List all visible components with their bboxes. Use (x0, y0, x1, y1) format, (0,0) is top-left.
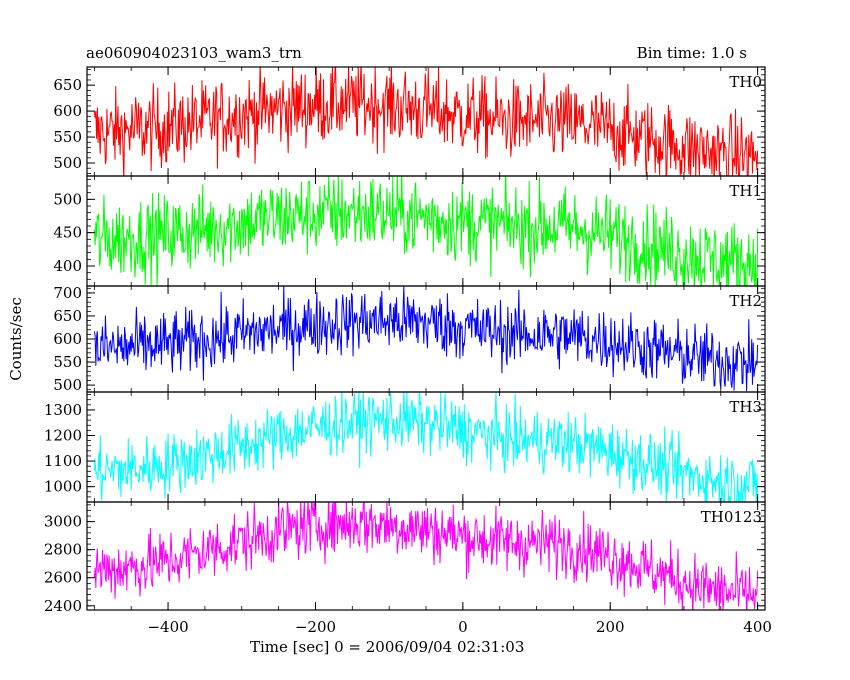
y-tick-label: 600 (53, 330, 82, 348)
series-th0 (93, 67, 759, 176)
y-tick-label: 400 (53, 257, 82, 275)
x-tick-label: 200 (596, 618, 625, 636)
y-tick-label: 1100 (44, 452, 82, 470)
x-tick-label: 0 (458, 618, 468, 636)
y-axis-label: Counts/sec (7, 297, 25, 381)
panel-label-th0123: TH0123 (701, 508, 762, 526)
x-tick-label: −200 (295, 618, 336, 636)
x-tick-label: −400 (147, 618, 188, 636)
y-tick-label: 500 (53, 376, 82, 394)
y-tick-label: 1200 (44, 426, 82, 444)
panel-frame-th3 (86, 391, 766, 503)
y-tick-label: 600 (53, 102, 82, 120)
chart-title-left: ae060904023103_wam3_trn (86, 44, 302, 62)
series-th1 (93, 176, 759, 286)
y-tick-label: 1300 (44, 401, 82, 419)
panel-label-th0: TH0 (729, 73, 762, 91)
y-tick-label: 700 (53, 284, 82, 302)
y-tick-label: 450 (53, 224, 82, 242)
y-tick-label: 2800 (44, 541, 82, 559)
chart-title-right: Bin time: 1.0 s (636, 44, 747, 62)
y-tick-label: 500 (53, 190, 82, 208)
y-tick-label: 2400 (44, 597, 82, 615)
y-tick-label: 650 (53, 76, 82, 94)
panel-label-th2: TH2 (729, 292, 762, 310)
y-tick-label: 550 (53, 128, 82, 146)
y-tick-label: 1000 (44, 478, 82, 496)
panel-label-th3: TH3 (729, 398, 762, 416)
y-tick-label: 2600 (44, 569, 82, 587)
y-tick-label: 550 (53, 353, 82, 371)
series-th2 (93, 286, 759, 392)
y-tick-label: 500 (53, 154, 82, 172)
y-tick-label: 3000 (44, 513, 82, 531)
series-th3 (93, 392, 759, 502)
series-th0123 (93, 502, 759, 610)
y-tick-label: 650 (53, 307, 82, 325)
x-tick-label: 400 (743, 618, 772, 636)
x-axis-label: Time [sec] 0 = 2006/09/04 02:31:03 (250, 638, 525, 656)
panel-label-th1: TH1 (729, 182, 762, 200)
